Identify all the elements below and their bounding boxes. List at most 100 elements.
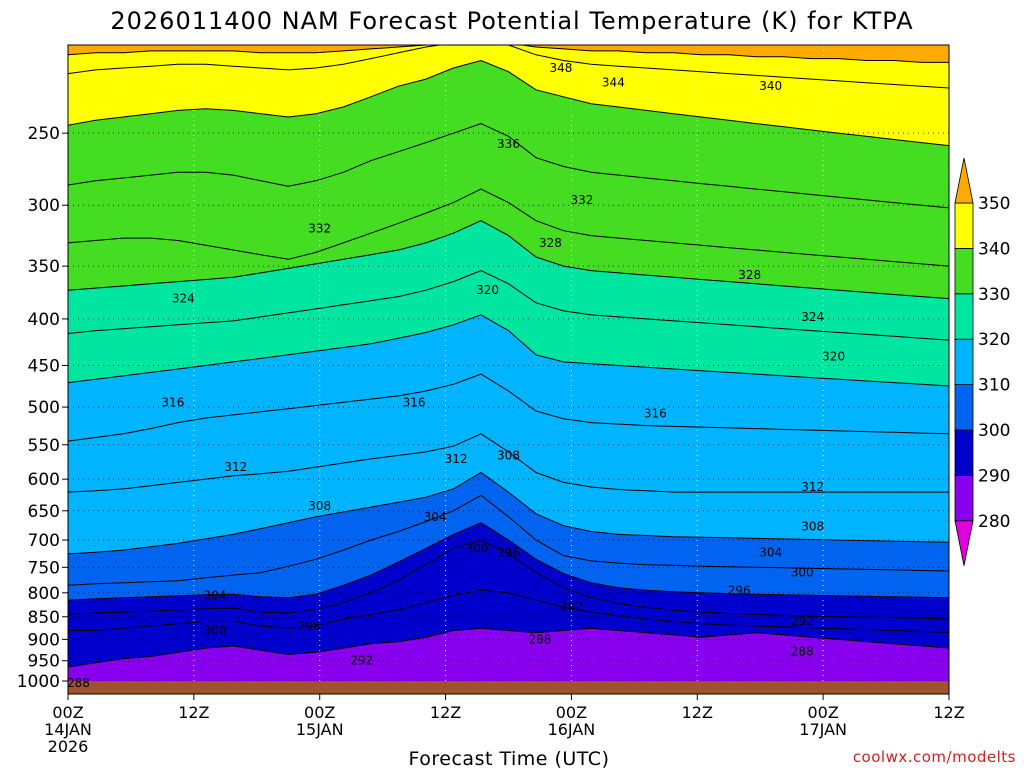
colorbar-label-350: 350 — [978, 194, 1010, 214]
y-tick-label-500: 500 — [28, 398, 60, 418]
colorbar-label-330: 330 — [978, 285, 1010, 305]
contour-label-344: 344 — [602, 76, 625, 90]
isentrope-344 — [68, 45, 949, 89]
x-tick-label-24-1: 15JAN — [296, 720, 344, 739]
isentrope-320 — [68, 314, 949, 387]
contour-label-312: 312 — [224, 460, 247, 474]
contour-label-308: 308 — [497, 448, 520, 462]
x-tick-label-60-0: 12Z — [682, 703, 713, 722]
isentrope-300 — [68, 522, 949, 601]
colorbar-band-300 — [954, 384, 974, 431]
contour-label-320: 320 — [476, 283, 499, 297]
credit-text: coolwx.com/modelts — [853, 748, 1016, 766]
contour-label-304: 304 — [203, 588, 226, 602]
x-tick-label-72-0: 00Z — [807, 703, 838, 722]
isentrope-316 — [68, 373, 949, 442]
isentrope-328 — [68, 220, 949, 300]
y-tick-label-650: 650 — [28, 502, 60, 522]
isentrope-336 — [68, 123, 949, 209]
x-tick-label-36-0: 12Z — [430, 703, 461, 722]
x-axis-title: Forecast Time (UTC) — [409, 748, 610, 768]
y-tick-label-850: 850 — [28, 608, 60, 628]
y-tick-label-300: 300 — [28, 196, 60, 216]
colorbar-label-320: 320 — [978, 330, 1010, 350]
isentrope-312 — [68, 433, 949, 493]
y-tick-label-800: 800 — [28, 584, 60, 604]
contour-label-292: 292 — [560, 599, 583, 613]
y-tick-label-1000: 1000 — [17, 672, 60, 692]
x-tick-label-12-0: 12Z — [178, 703, 209, 722]
contour-label-292: 292 — [791, 614, 814, 628]
contour-label-300: 300 — [203, 623, 226, 637]
colorbar-band-330 — [954, 247, 974, 295]
contour-label-288: 288 — [529, 632, 552, 646]
band-fill-348 — [68, 45, 949, 63]
contour-label-312: 312 — [445, 452, 468, 466]
y-tick-label-400: 400 — [28, 310, 60, 330]
contour-label-340: 340 — [759, 79, 782, 93]
contour-label-348: 348 — [549, 61, 572, 75]
contour-label-316: 316 — [644, 406, 667, 420]
contour-label-332: 332 — [308, 221, 331, 235]
y-tick-label-350: 350 — [28, 257, 60, 277]
colorbar-band-320 — [954, 293, 974, 340]
y-tick-label-750: 750 — [28, 558, 60, 578]
contour-label-312: 312 — [801, 480, 824, 494]
contour-label-288: 288 — [67, 676, 90, 690]
y-tick-label-700: 700 — [28, 531, 60, 551]
isentrope-324 — [68, 270, 949, 341]
isentrope-348 — [68, 45, 949, 63]
contour-label-320: 320 — [822, 350, 845, 364]
x-tick-label-84-0: 12Z — [933, 703, 964, 722]
contour-label-296: 296 — [298, 619, 321, 633]
contour-label-324: 324 — [801, 310, 824, 324]
contour-label-300: 300 — [791, 566, 814, 580]
contour-label-332: 332 — [570, 193, 593, 207]
colorbar-band-280 — [954, 474, 974, 522]
contour-label-328: 328 — [738, 268, 761, 282]
isentrope-288 — [68, 627, 949, 668]
contour-label-304: 304 — [759, 545, 782, 559]
x-tick-label-72-1: 17JAN — [799, 720, 847, 739]
y-tick-label-950: 950 — [28, 652, 60, 672]
isentrope-292 — [68, 589, 949, 634]
colorbar-band-310 — [954, 338, 974, 386]
y-tick-label-250: 250 — [28, 124, 60, 144]
x-tick-label-0-0: 00Z — [52, 703, 83, 722]
colorbar-band-340 — [954, 202, 974, 249]
ground-surface — [68, 681, 949, 694]
contour-label-308: 308 — [801, 519, 824, 533]
chart-title: 2026011400 NAM Forecast Potential Temper… — [110, 7, 913, 35]
x-tick-label-24-0: 00Z — [304, 703, 335, 722]
colorbar-max-arrow — [954, 157, 974, 204]
isentrope-340 — [68, 59, 949, 147]
colorbar: 280 290 300 310 320 330 340 350 — [954, 157, 1010, 566]
y-tick-label-600: 600 — [28, 470, 60, 490]
colorbar-label-300: 300 — [978, 421, 1010, 441]
colorbar-min-arrow — [954, 520, 974, 566]
contour-label-308: 308 — [308, 499, 331, 513]
isentrope-308 — [68, 471, 949, 555]
x-tick-label-48-1: 16JAN — [548, 720, 596, 739]
colorbar-label-340: 340 — [978, 239, 1010, 259]
y-tick-label-450: 450 — [28, 356, 60, 376]
isentrope-lines — [68, 45, 949, 668]
isentrope-304 — [68, 494, 949, 586]
contour-label-296: 296 — [497, 545, 520, 559]
colorbar-label-310: 310 — [978, 376, 1010, 396]
contour-label-336: 336 — [497, 137, 520, 151]
isentrope-332 — [68, 188, 949, 267]
colorbar-band-290 — [954, 429, 974, 476]
y-tick-label-900: 900 — [28, 630, 60, 650]
plot-area — [68, 45, 949, 681]
contour-label-292: 292 — [350, 654, 373, 668]
contour-label-316: 316 — [403, 395, 426, 409]
contour-label-304: 304 — [424, 510, 447, 524]
x-tick-label-0-2: 2026 — [48, 737, 89, 756]
x-tick-label-48-0: 00Z — [556, 703, 587, 722]
x-tick-label-0-1: 14JAN — [44, 720, 92, 739]
plot-frame — [67, 44, 950, 695]
contour-label-324: 324 — [172, 292, 195, 306]
pressure-axis: 2503003504004505005506006507007508008509… — [17, 124, 68, 692]
